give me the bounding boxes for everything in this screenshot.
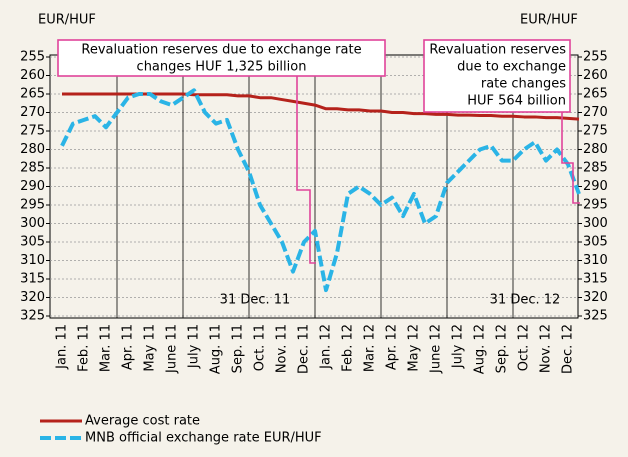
y2-tick-label: 285 bbox=[583, 161, 608, 176]
y2-tick-label: 270 bbox=[583, 105, 608, 120]
x-tick-label: July 11 bbox=[187, 324, 202, 369]
plot: 255 260 265 270 275 280 285 290 295 300 305 310 315 3… bbox=[20, 50, 608, 375]
x-tick-label: Sep. 12 bbox=[495, 324, 510, 373]
y-tick-label: 260 bbox=[20, 68, 45, 83]
x-tick-label: May 11 bbox=[143, 324, 158, 372]
x-tick-label: Sep. 11 bbox=[231, 324, 246, 373]
x-tick-label: June 12 bbox=[429, 324, 444, 374]
annotation-text: changes HUF 1,325 billion bbox=[137, 60, 307, 75]
x-tick-label: Oct. 11 bbox=[253, 324, 268, 371]
y-tick-label: 280 bbox=[20, 142, 45, 157]
y2-tick-label: 255 bbox=[583, 50, 608, 65]
y-tick-label: 295 bbox=[20, 198, 45, 213]
y2-tick-label: 300 bbox=[583, 216, 608, 231]
y2-tick-label: 315 bbox=[583, 272, 608, 287]
x-tick-label: Dec. 11 bbox=[297, 324, 312, 374]
x-tick-label: Feb. 11 bbox=[77, 324, 92, 372]
connector bbox=[296, 76, 316, 264]
date-note: 31 Dec. 12 bbox=[490, 293, 561, 308]
y-tick-label: 300 bbox=[20, 216, 45, 231]
x-tick-label: Oct. 12 bbox=[517, 324, 532, 371]
x-tick-label: Nov. 11 bbox=[275, 324, 290, 373]
annotation-text: Revaluation reserves bbox=[429, 43, 566, 58]
y-tick-label: 315 bbox=[20, 272, 45, 287]
y-tick-label: 325 bbox=[20, 309, 45, 324]
x-tick-label: May 12 bbox=[407, 324, 422, 372]
y-axis-label-left: EUR/HUF bbox=[38, 13, 96, 28]
y-tick-label: 255 bbox=[20, 50, 45, 65]
y-tick-label: 275 bbox=[20, 124, 45, 139]
y-tick-label: 310 bbox=[20, 253, 45, 268]
y-tick-label: 320 bbox=[20, 290, 45, 305]
y2-tick-label: 275 bbox=[583, 124, 608, 139]
legend-label: Average cost rate bbox=[85, 414, 200, 429]
y2-tick-label: 310 bbox=[583, 253, 608, 268]
y2-tick-label: 260 bbox=[583, 68, 608, 83]
x-tick-label: Mar. 11 bbox=[99, 324, 114, 372]
x-tick-label: Jan. 11 bbox=[55, 324, 70, 370]
x-tick-label: Aug. 12 bbox=[473, 324, 488, 374]
y2-tick-label: 265 bbox=[583, 87, 608, 102]
legend-label: MNB official exchange rate EUR/HUF bbox=[85, 431, 322, 446]
x-tick-label: Jan. 12 bbox=[319, 324, 334, 370]
annotation-box bbox=[57, 39, 386, 77]
y-tick-label: 265 bbox=[20, 87, 45, 102]
y2-tick-label: 295 bbox=[583, 198, 608, 213]
y2-tick-label: 280 bbox=[583, 142, 608, 157]
connector bbox=[561, 112, 580, 204]
annotation-box bbox=[423, 39, 571, 113]
annotation-text: HUF 564 billion bbox=[467, 94, 566, 109]
x-tick-label: Apr. 11 bbox=[121, 324, 136, 370]
series-line bbox=[60, 88, 581, 293]
x-tick-label: Aug. 11 bbox=[209, 324, 224, 374]
x-tick-label: Apr. 12 bbox=[385, 324, 400, 370]
annotation-text: due to exchange bbox=[457, 60, 566, 75]
x-tick-label: Dec. 12 bbox=[561, 324, 576, 374]
y-tick-label: 305 bbox=[20, 235, 45, 250]
annotation-text: rate changes bbox=[481, 77, 566, 92]
annotation-text: Revaluation reserves due to exchange rat… bbox=[81, 43, 361, 58]
y2-tick-label: 290 bbox=[583, 179, 608, 194]
y-tick-label: 290 bbox=[20, 179, 45, 194]
y-tick-label: 285 bbox=[20, 161, 45, 176]
y2-tick-label: 325 bbox=[583, 309, 608, 324]
x-tick-label: July 12 bbox=[451, 324, 466, 369]
x-tick-label: June 11 bbox=[165, 324, 180, 374]
x-tick-label: Mar. 12 bbox=[363, 324, 378, 372]
y-axis-label-right: EUR/HUF bbox=[520, 13, 578, 28]
y2-tick-label: 305 bbox=[583, 235, 608, 250]
date-note: 31 Dec. 11 bbox=[220, 293, 291, 308]
y-tick-label: 270 bbox=[20, 105, 45, 120]
x-tick-label: Feb. 12 bbox=[341, 324, 356, 372]
y2-tick-label: 320 bbox=[583, 290, 608, 305]
x-tick-label: Nov. 12 bbox=[539, 324, 554, 373]
